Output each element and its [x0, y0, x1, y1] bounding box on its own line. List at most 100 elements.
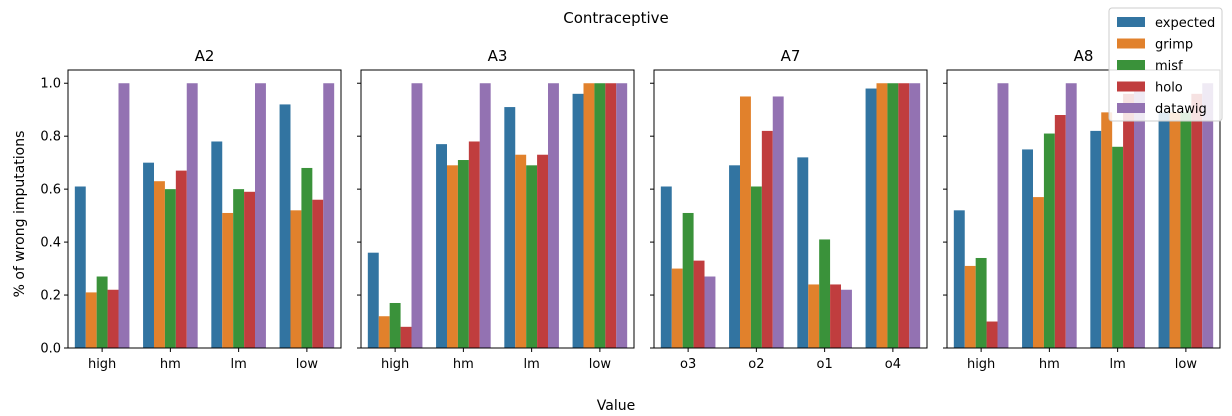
y-tick-label: 0.8 — [40, 130, 61, 145]
legend-label-datawig: datawig — [1155, 102, 1207, 117]
bar-misf-hm — [1043, 133, 1055, 348]
bar-misf-high — [975, 257, 987, 348]
bar-holo-o1 — [830, 284, 842, 348]
bar-expected-high — [367, 252, 379, 348]
legend: expected grimp misf holo datawig — [1108, 7, 1223, 122]
bar-holo-high — [107, 289, 119, 348]
legend-swatch-expected — [1117, 17, 1145, 27]
axes-frame — [360, 69, 635, 349]
x-tick-label: low — [589, 357, 612, 372]
x-tick-label: lm — [230, 357, 246, 372]
bar-holo-o2 — [761, 130, 773, 348]
bar-datawig-o1 — [841, 289, 852, 348]
axes-frame — [946, 69, 1221, 349]
subplots: A2 0.0 0.2 0.4 0.6 0.8 1.0 high hm lm low A3 high hm l… — [40, 47, 1221, 372]
legend-label-holo: holo — [1155, 81, 1183, 96]
bar-datawig-high — [118, 83, 130, 348]
bar-datawig-o2 — [772, 96, 784, 348]
bar-grimp-o3 — [671, 268, 683, 348]
x-tick-label: low — [296, 357, 319, 372]
subplot-a8: A8 high hm lm low — [943, 47, 1221, 372]
x-tick-label: o3 — [680, 357, 696, 372]
bar-holo-lm — [244, 191, 256, 348]
bar-datawig-low — [616, 83, 628, 348]
bar-datawig-low — [1202, 83, 1214, 348]
subplot-title: A2 — [195, 47, 215, 65]
bar-holo-low — [312, 199, 324, 348]
bar-datawig-o4 — [909, 83, 921, 348]
legend-box — [1108, 7, 1223, 122]
bar-holo-lm — [1123, 93, 1135, 348]
bar-grimp-o4 — [876, 83, 888, 348]
y-axis-label: % of wrong imputations — [12, 131, 28, 298]
subplot-a2: A2 0.0 0.2 0.4 0.6 0.8 1.0 high hm lm low — [40, 47, 342, 372]
bar-grimp-high — [964, 265, 976, 348]
bar-misf-hm — [164, 189, 176, 348]
bar-holo-o4 — [898, 83, 910, 348]
bar-misf-hm — [457, 160, 469, 348]
subplot-a7: A7 o3 o2 o1 o4 — [650, 47, 928, 372]
bar-grimp-hm — [153, 181, 165, 348]
bar-expected-low — [572, 93, 584, 348]
bar-expected-hm — [143, 162, 154, 348]
bar-expected-lm — [211, 141, 223, 348]
bar-misf-o3 — [682, 212, 694, 348]
x-tick-label: o4 — [885, 357, 901, 372]
x-axis-label: Value — [597, 398, 635, 414]
bar-grimp-high — [85, 292, 97, 348]
bar-expected-low — [1158, 112, 1170, 348]
x-tick-label: hm — [1039, 357, 1060, 372]
bar-holo-high — [986, 321, 998, 348]
legend-label-misf: misf — [1155, 59, 1183, 74]
bar-expected-high — [74, 186, 86, 348]
bar-grimp-low — [1169, 112, 1181, 348]
legend-label-grimp: grimp — [1155, 38, 1193, 53]
x-tick-label: lm — [1109, 357, 1125, 372]
bar-grimp-hm — [446, 165, 458, 348]
y-tick-label: 1.0 — [40, 77, 61, 92]
subplot-title: A3 — [488, 47, 508, 65]
bar-holo-high — [400, 326, 412, 348]
bar-grimp-low — [583, 83, 595, 348]
x-tick-label: lm — [523, 357, 539, 372]
subplot-title: A7 — [781, 47, 801, 65]
bar-expected-o1 — [797, 157, 809, 348]
bar-grimp-lm — [222, 212, 234, 348]
bar-grimp-high — [378, 316, 390, 348]
bar-expected-low — [279, 104, 291, 349]
axes-frame — [653, 69, 928, 349]
bar-expected-hm — [1022, 149, 1033, 348]
bar-holo-lm — [537, 154, 549, 348]
bar-holo-hm — [468, 141, 480, 348]
bar-holo-low — [1191, 93, 1203, 348]
axes-frame — [67, 69, 342, 349]
bar-holo-o3 — [693, 260, 705, 348]
bar-datawig-lm — [1134, 83, 1145, 348]
bar-datawig-lm — [255, 83, 266, 348]
bar-misf-low — [1180, 112, 1192, 348]
bar-grimp-hm — [1032, 197, 1044, 348]
bar-misf-low — [594, 83, 606, 348]
x-tick-label: hm — [160, 357, 181, 372]
bar-misf-low — [301, 167, 313, 348]
bar-misf-o4 — [887, 83, 899, 348]
figure-title: Contraceptive — [563, 9, 669, 27]
bar-expected-lm — [504, 107, 516, 348]
subplot-title: A8 — [1074, 47, 1094, 65]
bar-misf-lm — [526, 165, 538, 348]
bar-holo-hm — [175, 170, 187, 348]
bar-grimp-o2 — [739, 96, 751, 348]
bar-grimp-o1 — [808, 284, 820, 348]
bar-datawig-hm — [479, 83, 491, 348]
bar-expected-o4 — [865, 88, 877, 349]
bar-misf-high — [96, 276, 108, 348]
legend-swatch-misf — [1117, 60, 1145, 70]
x-tick-label: hm — [453, 357, 474, 372]
bar-misf-high — [389, 302, 401, 348]
bar-holo-hm — [1054, 115, 1066, 348]
y-tick-label: 0.4 — [40, 236, 61, 251]
bar-holo-low — [605, 83, 617, 348]
bar-datawig-hm — [1065, 83, 1077, 348]
bar-misf-o1 — [819, 239, 831, 348]
